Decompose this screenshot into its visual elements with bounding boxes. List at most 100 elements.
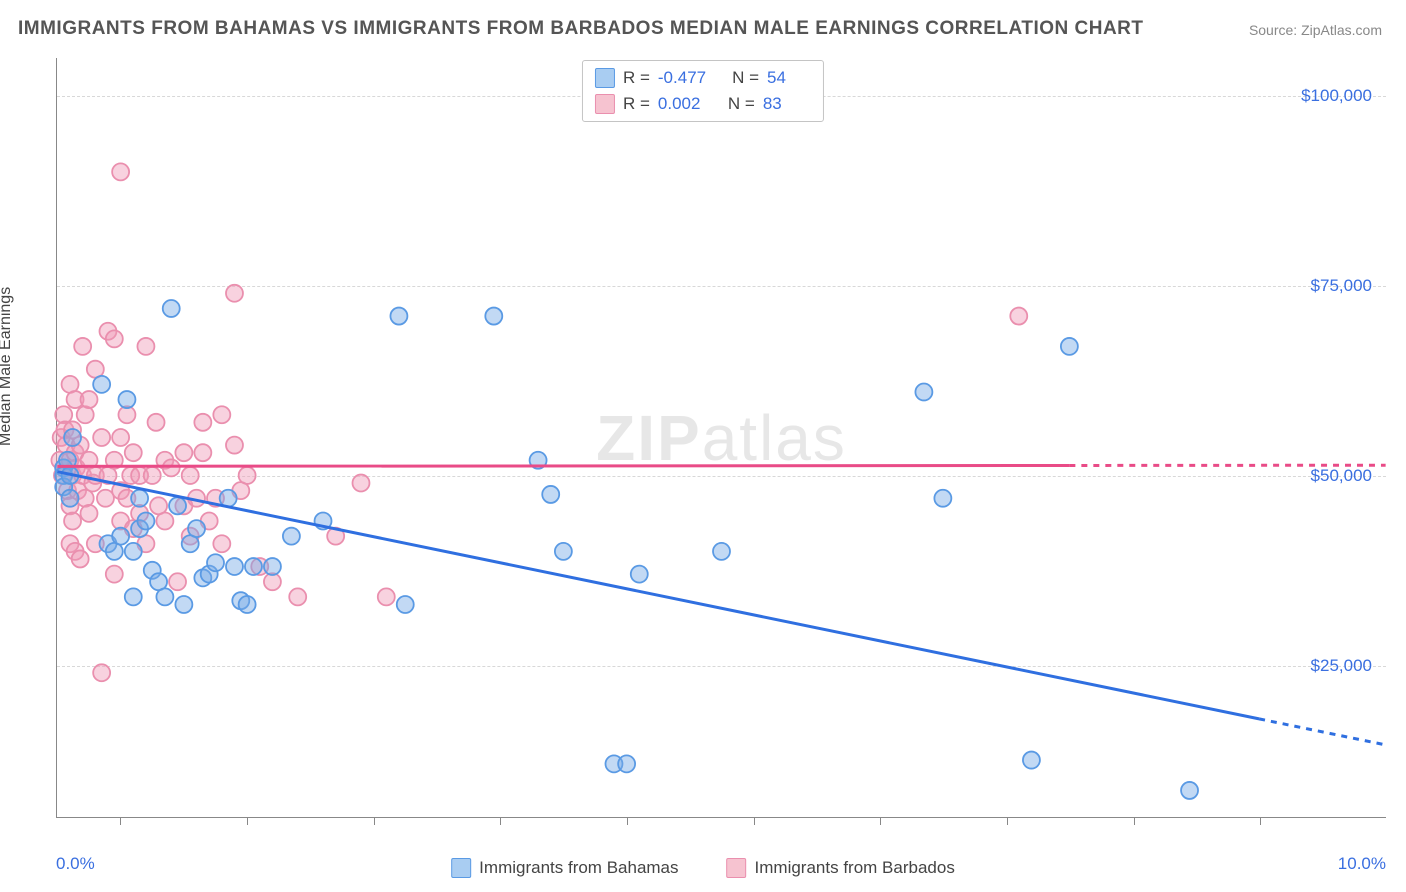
data-point	[125, 588, 142, 605]
chart-title: IMMIGRANTS FROM BAHAMAS VS IMMIGRANTS FR…	[18, 18, 1144, 40]
legend-n-label: N =	[732, 65, 759, 91]
data-point	[631, 566, 648, 583]
data-point	[125, 543, 142, 560]
data-point	[245, 558, 262, 575]
x-tick	[1260, 817, 1261, 825]
legend-r-value: -0.477	[658, 65, 706, 91]
data-point	[378, 588, 395, 605]
data-point	[194, 414, 211, 431]
legend-r-label: R =	[623, 65, 650, 91]
data-point	[169, 497, 186, 514]
data-point	[125, 444, 142, 461]
x-tick	[880, 817, 881, 825]
series-legend-label: Immigrants from Barbados	[755, 858, 955, 878]
x-tick	[754, 817, 755, 825]
legend-swatch	[727, 858, 747, 878]
data-point	[1061, 338, 1078, 355]
x-tick	[247, 817, 248, 825]
legend-r-label: R =	[623, 91, 650, 117]
data-point	[156, 588, 173, 605]
data-point	[213, 535, 230, 552]
data-point	[1181, 782, 1198, 799]
x-tick	[1007, 817, 1008, 825]
legend-n-value: 83	[763, 91, 807, 117]
data-point	[352, 475, 369, 492]
data-point	[226, 285, 243, 302]
x-tick	[1134, 817, 1135, 825]
source-link[interactable]: ZipAtlas.com	[1301, 22, 1382, 38]
data-point	[156, 513, 173, 530]
data-point	[1010, 308, 1027, 325]
x-tick	[627, 817, 628, 825]
data-point	[213, 406, 230, 423]
data-point	[226, 437, 243, 454]
data-point	[148, 414, 165, 431]
data-point	[163, 459, 180, 476]
data-point	[112, 528, 129, 545]
legend-r-value: 0.002	[658, 91, 702, 117]
data-point	[93, 429, 110, 446]
data-point	[144, 467, 161, 484]
plot-area: ZIPatlas $25,000$50,000$75,000$100,000	[56, 58, 1386, 818]
x-axis-max-label: 10.0%	[1338, 854, 1386, 874]
data-point	[93, 376, 110, 393]
data-point	[77, 406, 94, 423]
legend-swatch	[451, 858, 471, 878]
legend-n-value: 54	[767, 65, 811, 91]
data-point	[283, 528, 300, 545]
data-point	[239, 596, 256, 613]
correlation-legend-box: R =-0.477N =54R =0.002N =83	[582, 60, 824, 122]
data-point	[289, 588, 306, 605]
data-point	[542, 486, 559, 503]
data-point	[112, 429, 129, 446]
x-tick	[500, 817, 501, 825]
series-legend-label: Immigrants from Bahamas	[479, 858, 678, 878]
data-point	[137, 513, 154, 530]
data-point	[131, 490, 148, 507]
data-point	[188, 520, 205, 537]
source-attribution: Source: ZipAtlas.com	[1249, 22, 1382, 38]
y-tick-label: $25,000	[1311, 656, 1372, 676]
data-point	[390, 308, 407, 325]
y-tick-label: $50,000	[1311, 466, 1372, 486]
data-point	[118, 391, 135, 408]
data-point	[713, 543, 730, 560]
data-point	[81, 505, 98, 522]
data-point	[64, 513, 81, 530]
series-legend-item: Immigrants from Barbados	[727, 858, 955, 878]
y-axis-title: Median Male Earnings	[0, 287, 15, 446]
data-point	[915, 383, 932, 400]
data-point	[81, 391, 98, 408]
data-point	[239, 467, 256, 484]
data-point	[93, 664, 110, 681]
plot-svg	[57, 58, 1386, 817]
data-point	[137, 338, 154, 355]
data-point	[264, 558, 281, 575]
data-point	[194, 444, 211, 461]
y-tick-label: $100,000	[1301, 86, 1372, 106]
trend-line-extrapolated	[1259, 719, 1386, 745]
data-point	[106, 330, 123, 347]
data-point	[169, 573, 186, 590]
data-point	[72, 550, 89, 567]
data-point	[175, 444, 192, 461]
data-point	[163, 300, 180, 317]
data-point	[106, 566, 123, 583]
data-point	[485, 308, 502, 325]
data-point	[397, 596, 414, 613]
data-point	[74, 338, 91, 355]
data-point	[112, 163, 129, 180]
legend-swatch	[595, 94, 615, 114]
series-legend: Immigrants from Bahamas Immigrants from B…	[451, 858, 955, 878]
series-legend-item: Immigrants from Bahamas	[451, 858, 678, 878]
data-point	[555, 543, 572, 560]
data-point	[182, 467, 199, 484]
x-tick	[120, 817, 121, 825]
chart-container: IMMIGRANTS FROM BAHAMAS VS IMMIGRANTS FR…	[0, 0, 1406, 892]
legend-swatch	[595, 68, 615, 88]
x-tick	[374, 817, 375, 825]
data-point	[618, 755, 635, 772]
y-tick-label: $75,000	[1311, 276, 1372, 296]
data-point	[226, 558, 243, 575]
data-point	[175, 596, 192, 613]
